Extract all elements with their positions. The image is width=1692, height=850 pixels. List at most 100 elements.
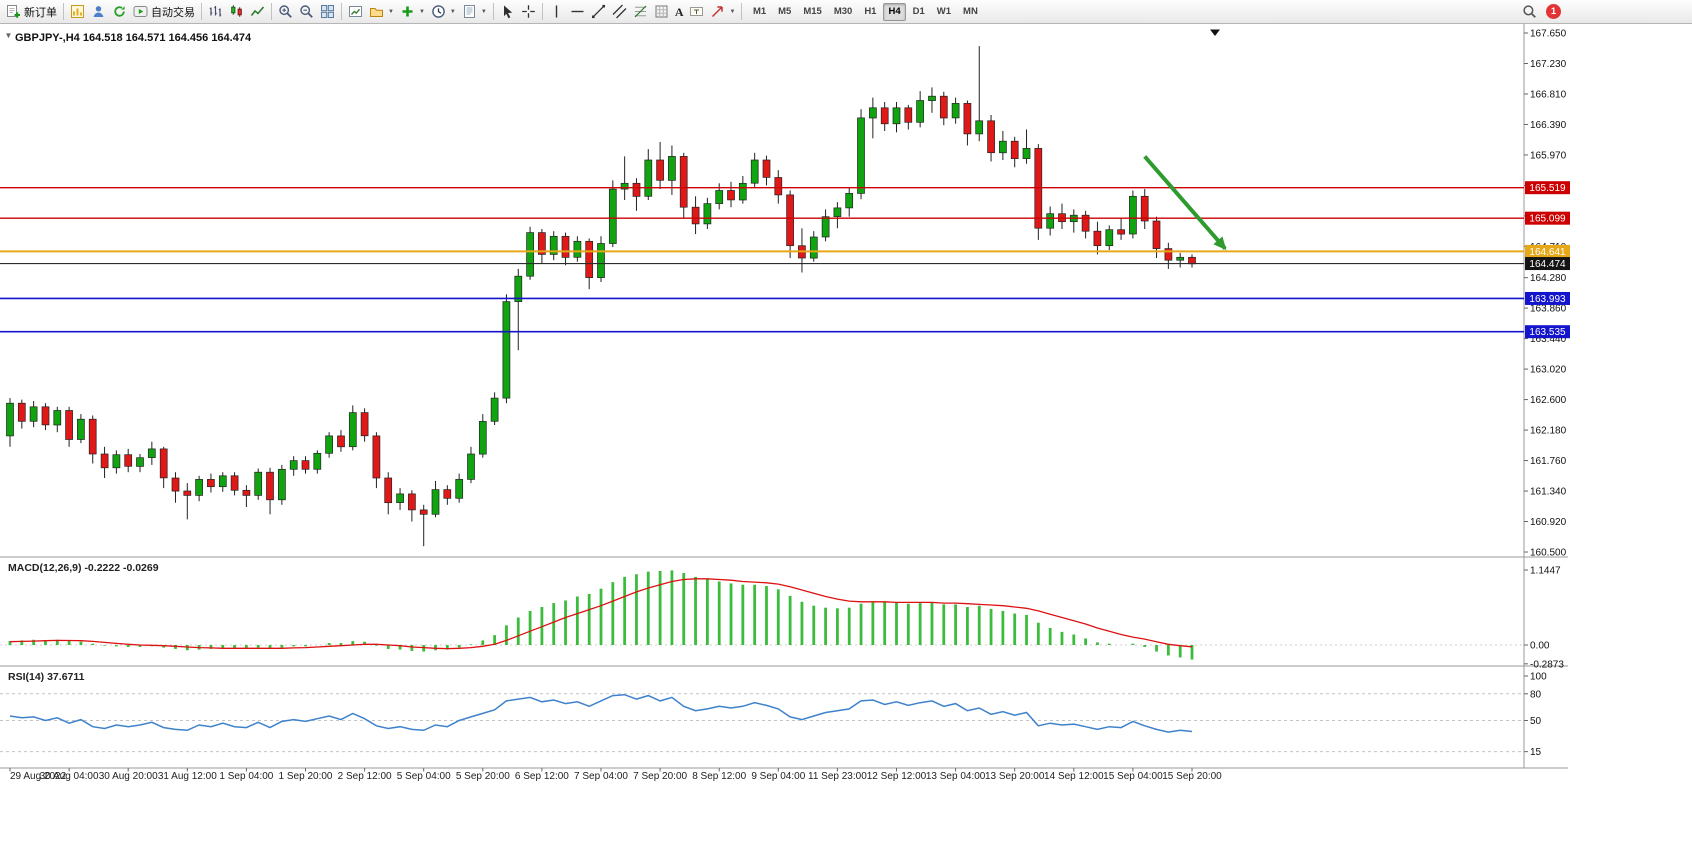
autotrading-button[interactable]: 自动交易 [130,1,198,22]
line-chart-button[interactable] [247,1,268,22]
resistance-line-2-badge-label: 165.099 [1529,214,1566,225]
resistance-line-1-badge-label: 165.519 [1529,183,1566,194]
text-button[interactable]: A [672,1,687,22]
text-label-button[interactable] [686,1,707,22]
time-axis-label: 5 Sep 04:00 [397,771,451,782]
timeframe-button-m30[interactable]: M30 [833,6,853,17]
timeframe-button-h4[interactable]: H4 [882,2,907,21]
chart-shift-marker[interactable] [1210,29,1220,37]
chart-background [0,24,1692,850]
new-order-icon [7,5,20,18]
timeframe-button-m15[interactable]: M15 [803,6,822,17]
indicators-button[interactable]: ▼ [397,1,428,22]
time-axis-label: 1 Sep 20:00 [279,771,333,782]
macd-scale-label: 0.00 [1530,641,1550,652]
shapes-grid-button[interactable] [651,1,672,22]
price-tick-label: 160.500 [1530,548,1567,559]
time-axis-label: 13 Sep 04:00 [926,771,986,782]
profile-button[interactable] [88,1,109,22]
shapes-grid-icon [655,5,668,18]
crosshair-icon [522,5,535,18]
bar-chart-icon [209,6,222,17]
time-axis-label: 5 Sep 20:00 [456,771,510,782]
autotrading-icon [133,6,148,17]
market-watch-icon [71,5,84,18]
new-chart-button[interactable] [345,1,366,22]
equidistant-channel-icon [612,4,627,19]
trendline-button[interactable] [588,1,609,22]
time-axis-label: 7 Sep 04:00 [574,771,628,782]
arrows-button[interactable]: ▼ [707,1,738,22]
caret-icon: ▼ [729,8,736,15]
autotrading-label: 自动交易 [151,6,195,19]
price-tick-label: 161.760 [1530,456,1567,467]
timeframe-button-w1[interactable]: W1 [936,6,952,17]
time-axis-label: 15 Sep 20:00 [1162,771,1222,782]
current-price-line-badge-label: 164.474 [1529,259,1566,270]
chart-profiles-icon [370,8,383,17]
fibonacci-button[interactable] [630,1,651,22]
caret-icon: ▼ [449,8,456,15]
fibonacci-icon [634,5,647,18]
price-tick-label: 160.920 [1530,517,1567,528]
timeframe-button-m1[interactable]: M1 [752,6,767,17]
timeframe-button-m5[interactable]: M5 [778,6,792,17]
one-click-trading-toggle[interactable]: ▼ [5,31,13,40]
tile-windows-button[interactable] [317,1,338,22]
text-label-icon [690,7,704,16]
periods-button[interactable]: ▼ [428,1,459,22]
support-line-2-badge [1525,325,1570,339]
time-axis-label: 30 Aug 20:00 [99,771,158,782]
zoom-in-button[interactable] [275,1,296,22]
toolbar-separator [271,3,272,20]
horizontal-line-button[interactable] [567,1,588,22]
templates-icon [463,5,475,18]
price-tick-label: 166.390 [1530,120,1567,131]
search-icon[interactable] [1522,4,1537,19]
price-tick-label: 161.340 [1530,487,1567,498]
cursor-icon [503,5,513,19]
current-price-line-badge [1525,257,1570,271]
new-order-label: 新订单 [24,6,57,19]
time-axis-label: 29 Aug 2022 [10,771,67,782]
vertical-line-icon [555,5,558,18]
macd-histogram [8,570,1194,660]
candlestick-chart-button[interactable] [226,1,247,22]
price-tick-label: 166.810 [1530,89,1567,100]
vertical-line-button[interactable] [546,1,567,22]
resistance-line-2-badge [1525,211,1570,225]
price-tick-label: 162.180 [1530,426,1567,437]
new-order-button[interactable]: 新订单 [3,1,60,22]
time-axis-label: 6 Sep 12:00 [515,771,569,782]
timeframe-button-h1[interactable]: H1 [864,6,877,17]
notification-badge[interactable]: 1 [1546,4,1561,19]
price-tick-label: 163.860 [1530,304,1567,315]
zoom-out-icon [300,5,313,18]
templates-button[interactable]: ▼ [459,1,490,22]
rsi-label: RSI(14) 37.6711 [8,671,85,683]
cursor-button[interactable] [497,1,518,22]
equidistant-channel-button[interactable] [609,1,630,22]
zoom-out-button[interactable] [296,1,317,22]
price-tick-label: 164.280 [1530,273,1567,284]
price-tick-label: 162.600 [1530,395,1567,406]
macd-signal-line [9,578,1193,650]
toolbar-separator [341,3,342,20]
annotation-arrow[interactable] [1143,155,1227,251]
time-axis-label: 30 Aug 04:00 [40,771,99,782]
refresh-button[interactable] [109,1,130,22]
line-chart-icon [250,6,265,16]
market-watch-button[interactable] [67,1,88,22]
time-axis-label: 11 Sep 23:00 [808,771,867,782]
toolbar-separator [201,3,202,20]
pivot-line-badge-label: 164.641 [1529,247,1566,258]
timeframe-button-mn[interactable]: MN [963,6,978,17]
crosshair-button[interactable] [518,1,539,22]
chart-profiles-button[interactable]: ▼ [366,1,397,22]
chart-header: GBPJPY-,H4 164.518 164.571 164.456 164.4… [15,32,252,44]
price-tick-label: 167.650 [1530,29,1567,40]
bar-chart-button[interactable] [205,1,226,22]
timeframe-button-d1[interactable]: D1 [912,6,925,17]
text-icon: A [674,4,684,19]
